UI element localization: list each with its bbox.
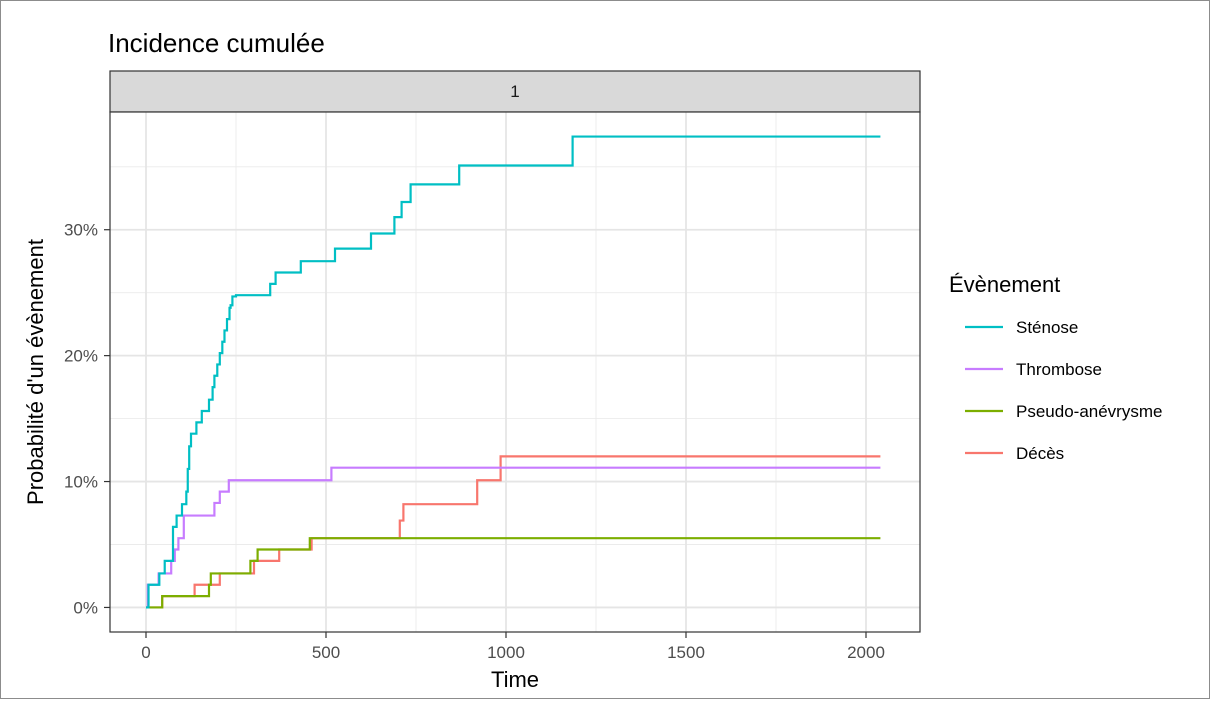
legend-title: Évènement: [949, 272, 1060, 297]
y-tick-label: 10%: [64, 473, 98, 492]
grid-major: [110, 112, 920, 632]
legend-label-deces: Décès: [1016, 444, 1064, 463]
legend-item-stenose: Sténose: [965, 318, 1078, 337]
y-axis-label: Probabilité d'un évènement: [23, 239, 48, 505]
legend-label-thrombose: Thrombose: [1016, 360, 1102, 379]
facet-strip: [109, 70, 921, 113]
y-tick-label: 0%: [73, 598, 98, 617]
x-tick-label: 0: [141, 643, 150, 662]
x-axis-label: Time: [491, 667, 539, 692]
legend-label-stenose: Sténose: [1016, 318, 1078, 337]
x-tick-label: 500: [312, 643, 340, 662]
legend-item-pseudo-anevrysme: Pseudo-anévrysme: [965, 402, 1162, 421]
grid-minor: [110, 112, 920, 632]
chart-title: Incidence cumulée: [108, 28, 325, 58]
series-layer: [146, 135, 881, 609]
facet-label: 1: [510, 82, 519, 101]
plot-panel: [110, 112, 920, 632]
x-tick-label: 1000: [487, 643, 525, 662]
x-axis: 0 500 1000 1500 2000: [141, 632, 885, 662]
y-axis: 0% 10% 20% 30%: [64, 221, 110, 617]
series-line-pseudo-anevrysme: [146, 537, 881, 609]
legend-items: Sténose Thrombose Pseudo-anévrysme Décès: [965, 318, 1162, 463]
y-tick-label: 20%: [64, 347, 98, 366]
x-tick-label: 1500: [667, 643, 705, 662]
legend-item-deces: Décès: [965, 444, 1064, 463]
legend: Évènement Sténose Thrombose Pseudo-anévrys…: [949, 272, 1162, 463]
x-tick-label: 2000: [847, 643, 885, 662]
series-line-stenose: [146, 135, 881, 609]
panel-border: [109, 111, 921, 633]
legend-label-pseudo-anevrysme: Pseudo-anévrysme: [1016, 402, 1162, 421]
y-tick-label: 30%: [64, 221, 98, 240]
legend-item-thrombose: Thrombose: [965, 360, 1102, 379]
